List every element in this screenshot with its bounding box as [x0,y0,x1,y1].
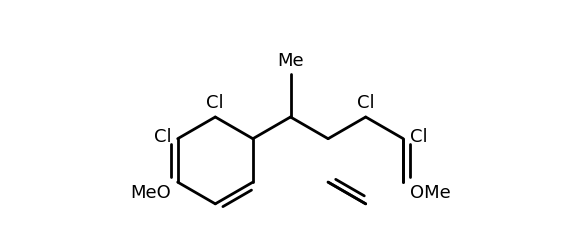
Text: Cl: Cl [206,94,224,112]
Text: MeO: MeO [131,184,171,202]
Text: OMe: OMe [410,184,450,202]
Text: Cl: Cl [357,94,375,112]
Text: Cl: Cl [154,128,171,146]
Text: Cl: Cl [410,128,427,146]
Text: Me: Me [277,52,304,70]
